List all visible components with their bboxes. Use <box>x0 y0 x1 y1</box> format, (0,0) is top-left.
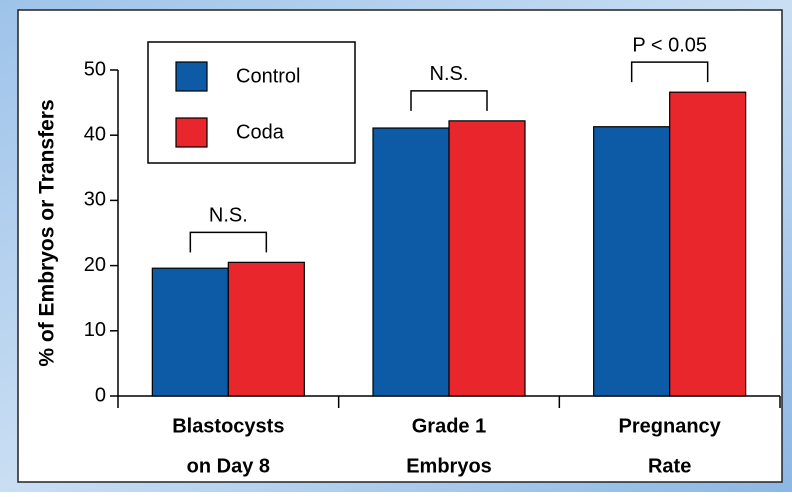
y-tick-label: 0 <box>95 384 106 406</box>
bar <box>669 91 747 397</box>
y-tick-label: 20 <box>84 254 106 276</box>
legend-label: Coda <box>236 121 285 143</box>
bar <box>372 127 450 397</box>
legend-swatch <box>175 117 208 148</box>
significance-bracket <box>630 61 709 83</box>
x-tick-label: Grade 1 <box>412 415 486 437</box>
bar <box>593 126 671 397</box>
legend-label: Control <box>236 65 300 87</box>
annotation: P < 0.05 <box>632 34 707 56</box>
bar <box>151 267 229 397</box>
x-tick-label: Embryos <box>406 455 492 477</box>
y-tick-label: 30 <box>84 189 106 211</box>
y-axis-label: % of Embryos or Transfers <box>36 99 59 366</box>
x-tick-label: Rate <box>648 455 691 477</box>
x-tick-label: Pregnancy <box>619 415 722 437</box>
y-tick-label: 10 <box>84 319 106 341</box>
y-tick-label: 50 <box>84 58 106 80</box>
x-tick-label: on Day 8 <box>187 455 270 477</box>
legend-swatch <box>175 61 208 92</box>
x-tick-label: Blastocysts <box>172 415 284 437</box>
bar <box>448 120 526 397</box>
y-tick-label: 40 <box>84 123 106 145</box>
annotation: N.S. <box>430 63 469 85</box>
significance-bracket <box>189 231 268 253</box>
bar <box>227 261 305 397</box>
significance-bracket <box>410 90 488 111</box>
annotation: N.S. <box>209 205 248 227</box>
